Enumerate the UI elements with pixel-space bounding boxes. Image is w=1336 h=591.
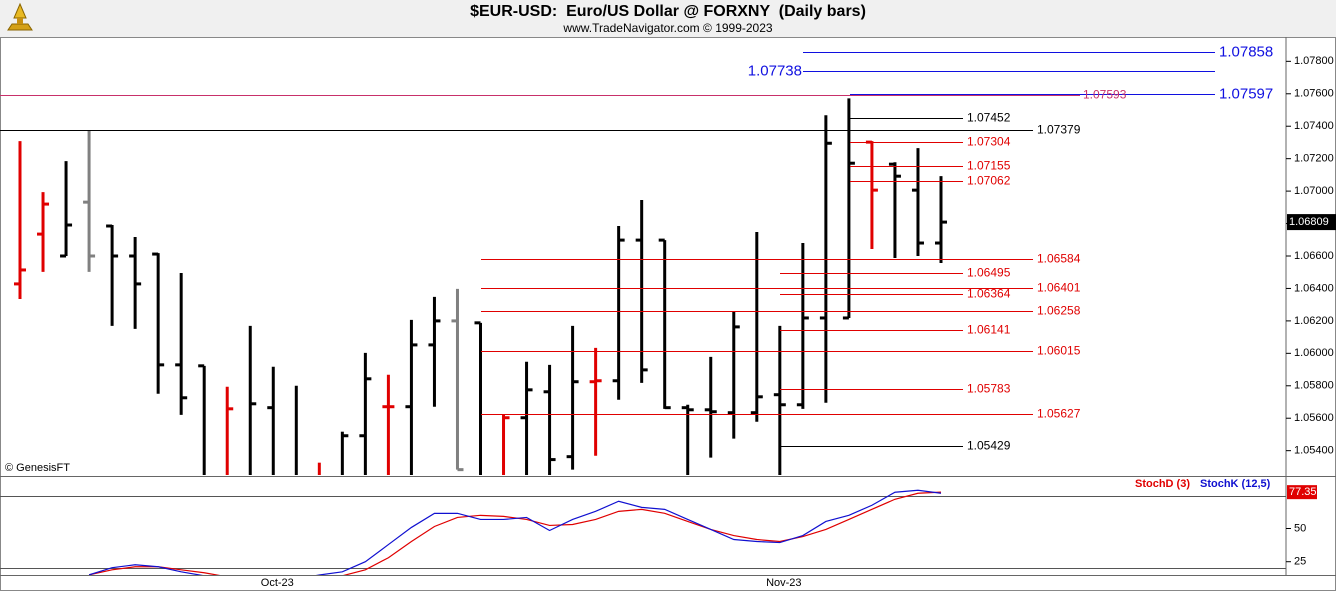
level-label: 1.06015 <box>1037 344 1081 358</box>
y-tick-label: 1.06000 <box>1294 347 1334 359</box>
y-tick-label: 1.06200 <box>1294 315 1334 327</box>
y-tick-label: 50 <box>1294 522 1306 534</box>
overlay: 1.05400 1.05600 1.05800 1.06000 1.06200 1.064… <box>0 43 1336 589</box>
level-label: 1.06141 <box>967 323 1011 337</box>
watermark: © GenesisFT <box>5 462 70 474</box>
y-tick-label: 1.07200 <box>1294 153 1334 165</box>
stoch-line <box>88 489 942 575</box>
frame <box>0 37 1336 591</box>
level-label: 1.06495 <box>967 266 1011 280</box>
level-label: 1.05627 <box>1037 407 1081 421</box>
y-tick-label: 25 <box>1294 556 1306 568</box>
level-label: 1.05429 <box>967 439 1011 453</box>
level-label: 1.07379 <box>1037 123 1081 137</box>
level-label: 1.07062 <box>967 174 1011 188</box>
y-tick-label: 1.06400 <box>1294 282 1334 294</box>
x-tick-label: Nov-23 <box>766 577 801 589</box>
x-tick-label: Oct-23 <box>261 577 294 589</box>
last-value-badge <box>1287 485 1317 500</box>
level-label: 1.05783 <box>967 382 1011 396</box>
level-label: 1.06364 <box>967 287 1011 301</box>
header-bar <box>0 0 1336 37</box>
last-price-label: 1.06809 <box>1289 216 1329 228</box>
price-plot <box>14 98 947 475</box>
level-label: 1.07858 <box>1219 43 1273 60</box>
level-label: 1.07597 <box>1219 85 1273 102</box>
last-price-badge <box>1287 214 1336 231</box>
chart-subtitle: www.TradeNavigator.com © 1999-2023 <box>562 21 772 35</box>
level-label: 1.07452 <box>967 111 1011 125</box>
level-label: 1.07593 <box>1083 88 1127 102</box>
logo <box>7 2 33 31</box>
legend-entry: StochD (3) <box>1135 478 1190 490</box>
level-label: 1.06401 <box>1037 281 1081 295</box>
y-tick-label: 1.05600 <box>1294 412 1334 424</box>
last-value-label: 77.35 <box>1289 486 1317 498</box>
y-tick-label: 1.07600 <box>1294 88 1334 100</box>
y-tick-label: 1.07000 <box>1294 185 1334 197</box>
level-label: 1.06584 <box>1037 252 1081 266</box>
stoch-plot <box>88 489 942 575</box>
level-label: 1.07155 <box>967 159 1011 173</box>
legend-entry: StochK (12,5) <box>1200 478 1271 490</box>
level-label: 1.07304 <box>967 135 1011 149</box>
y-tick-label: 1.05800 <box>1294 380 1334 392</box>
level-label: 1.06258 <box>1037 304 1081 318</box>
y-tick-label: 1.05400 <box>1294 445 1334 457</box>
y-tick-label: 1.07400 <box>1294 120 1334 132</box>
stoch-line <box>88 491 942 575</box>
y-tick-label: 1.07800 <box>1294 55 1334 67</box>
y-tick-label: 1.06600 <box>1294 250 1334 262</box>
level-label: 1.07738 <box>748 62 802 79</box>
chart-title: $EUR-USD: Euro/US Dollar @ FORXNY (Daily… <box>470 3 866 20</box>
